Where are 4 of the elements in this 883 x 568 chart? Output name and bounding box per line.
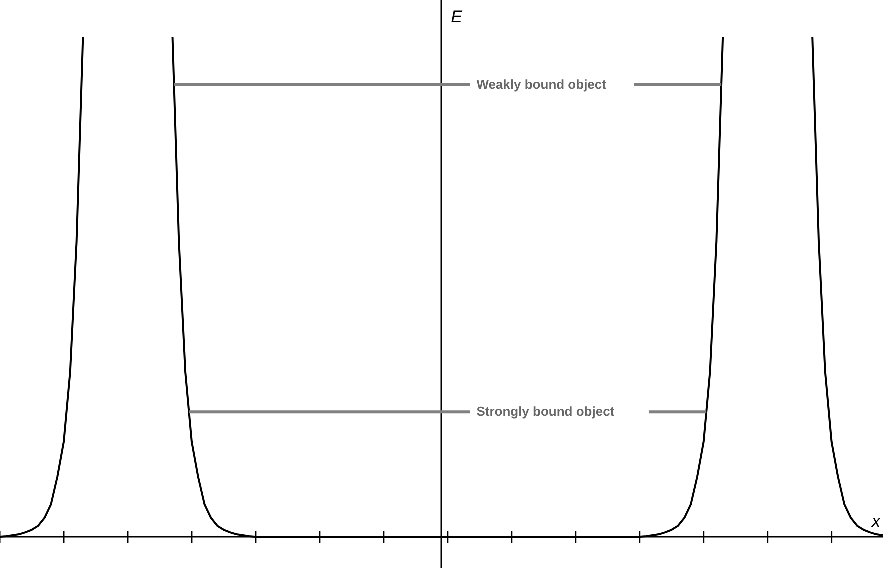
ref-line-label: Strongly bound object [476, 404, 616, 420]
y-axis-title: E [451, 7, 464, 26]
ref-line-label: Weakly bound object [476, 76, 608, 92]
x-axis-title: x [870, 512, 881, 532]
